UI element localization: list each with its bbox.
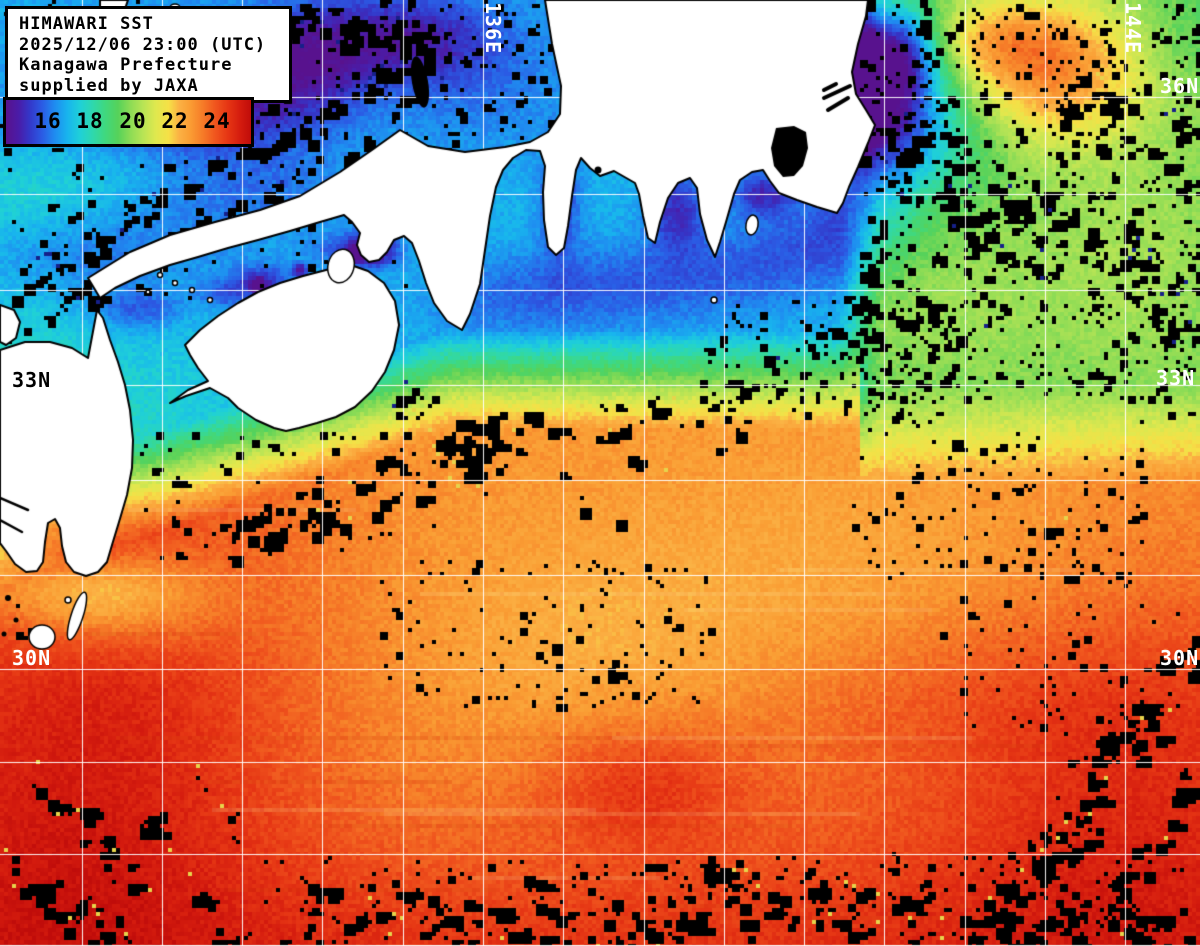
- grid-label-33n: 33N: [12, 368, 52, 392]
- colorbar: 16 18 20 22 24: [3, 97, 254, 147]
- info-box: HIMAWARI SST 2025/12/06 23:00 (UTC) Kana…: [5, 6, 292, 103]
- grid-label-36n: 36N: [1160, 74, 1200, 98]
- colorbar-tick-24: 24: [203, 109, 231, 133]
- grid-label-144e: 144E: [1121, 2, 1145, 55]
- colorbar-tick-18: 18: [76, 109, 104, 133]
- colorbar-tick-22: 22: [161, 109, 189, 133]
- grid-label-30n: 30N: [12, 646, 52, 670]
- product-title: HIMAWARI SST: [19, 14, 154, 34]
- grid-label-30n: 30N: [1160, 646, 1200, 670]
- colorbar-tick-16: 16: [34, 109, 62, 133]
- grid-label-33n: 33N: [1156, 366, 1196, 390]
- product-region: Kanagawa Prefecture: [19, 55, 233, 75]
- product-datetime: 2025/12/06 23:00 (UTC): [19, 34, 267, 55]
- colorbar-tick-20: 20: [119, 109, 147, 133]
- product-credit: supplied by JAXA: [19, 75, 199, 96]
- grid-label-136e: 136E: [481, 2, 505, 55]
